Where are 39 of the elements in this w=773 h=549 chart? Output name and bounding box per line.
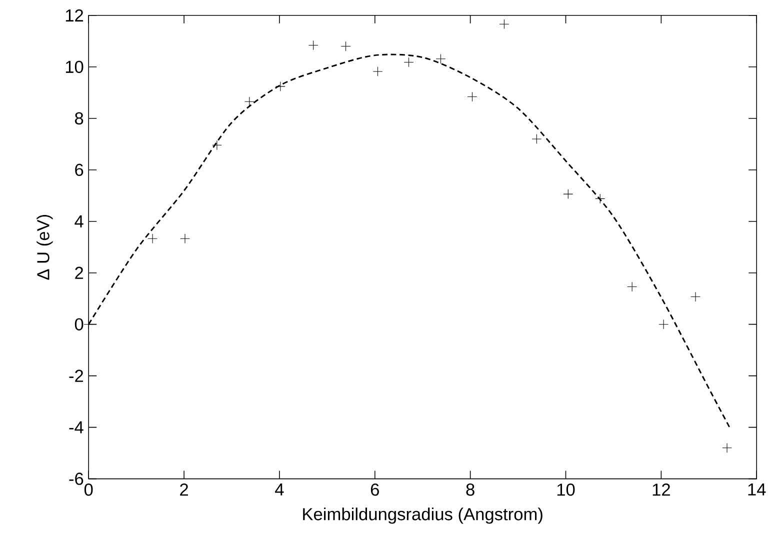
point xyxy=(275,82,286,92)
x-tick-label: 8 xyxy=(466,484,474,496)
point xyxy=(499,19,510,30)
point xyxy=(308,40,318,50)
y-tick-label: 2 xyxy=(75,266,84,279)
x-tick-label: 12 xyxy=(652,484,670,496)
x-tick-label: 4 xyxy=(275,484,284,496)
y-tick-label: -6 xyxy=(69,472,84,485)
point xyxy=(467,92,478,102)
x-tick-label: 2 xyxy=(180,484,188,496)
y-tick-label: 0 xyxy=(74,318,84,330)
point xyxy=(595,194,606,204)
x-tick-label: 0 xyxy=(84,484,93,496)
point xyxy=(532,134,542,144)
y-tick-label: 10 xyxy=(66,60,84,74)
y-tick-label: 12 xyxy=(66,9,84,22)
point xyxy=(244,96,254,107)
y-tick-label: -4 xyxy=(69,421,84,434)
y-tick-label: 4 xyxy=(74,215,84,228)
x-tick-label: 6 xyxy=(370,484,379,496)
y-tick-label: 8 xyxy=(75,112,84,125)
point xyxy=(436,54,446,64)
point xyxy=(563,189,574,199)
x-tick-label: 14 xyxy=(748,484,766,496)
point xyxy=(212,140,222,150)
y-tick-label: 6 xyxy=(75,164,84,176)
point xyxy=(372,66,383,76)
point xyxy=(658,319,669,330)
point xyxy=(722,442,732,453)
point xyxy=(148,234,158,244)
x-axis-title: Keimbildungsradius (Angstrom) xyxy=(303,508,542,524)
x-tick-label: 10 xyxy=(557,484,575,496)
point xyxy=(340,41,351,52)
y-axis-title: Δ U (eV) xyxy=(36,214,53,280)
point xyxy=(404,57,414,68)
point xyxy=(180,234,190,244)
y-tick-label: -2 xyxy=(69,370,84,382)
point xyxy=(627,282,638,292)
point xyxy=(690,292,700,302)
